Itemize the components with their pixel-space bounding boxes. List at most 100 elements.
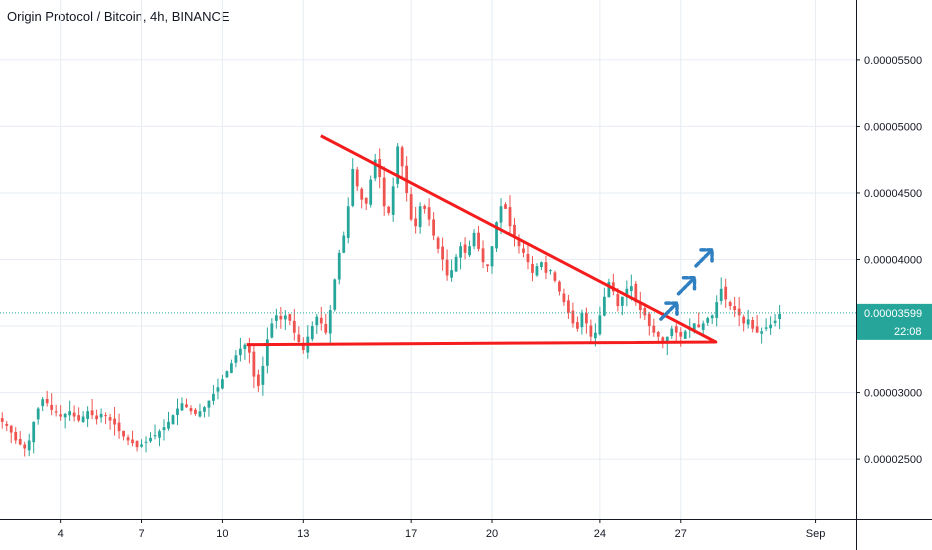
candle-body: [472, 232, 476, 247]
candle-body: [333, 279, 337, 310]
time-tick-label: Sep: [806, 528, 826, 540]
candle-body: [710, 315, 714, 319]
candle-body: [643, 308, 647, 316]
candle-body: [212, 393, 215, 401]
candle-body: [778, 314, 782, 320]
candle-body: [396, 146, 400, 184]
candle-body: [544, 262, 548, 273]
candle-body: [773, 320, 777, 324]
candle-body: [427, 207, 431, 220]
candle-body: [674, 326, 678, 333]
price-tick-label: 0.00004500: [864, 188, 922, 200]
candle-body: [490, 246, 494, 267]
candle-body: [337, 252, 341, 280]
candle-body: [616, 293, 620, 307]
candle-body: [607, 282, 611, 298]
candle-body: [679, 331, 683, 337]
price-tick-label: 0.00002500: [864, 454, 922, 466]
candle-body: [351, 169, 355, 206]
candle-body: [149, 437, 152, 442]
candle-body: [540, 262, 543, 268]
candle-body: [297, 334, 301, 343]
price-tick-label: 0.00004000: [864, 255, 922, 267]
candle-body: [342, 235, 346, 253]
time-tick-label: 10: [216, 528, 228, 540]
candle-body: [769, 324, 773, 329]
candle-body: [737, 308, 741, 316]
candle-body: [346, 206, 350, 238]
candle-body: [158, 431, 161, 438]
candle-body: [355, 169, 359, 187]
time-tick-label: 17: [405, 528, 417, 540]
candle-body: [571, 310, 575, 324]
candle-body: [14, 432, 18, 441]
candle-body: [549, 270, 552, 272]
candle-body: [468, 246, 471, 256]
candle-body: [9, 425, 13, 433]
candle-body: [225, 371, 229, 378]
breakout-arrow: [676, 276, 697, 296]
candle-body: [59, 414, 63, 417]
breakout-arrow: [659, 301, 679, 321]
candle-body: [99, 413, 103, 418]
candle-body: [535, 266, 539, 276]
candle-body: [122, 430, 125, 437]
candle-body: [207, 400, 211, 408]
candle-body: [198, 411, 202, 417]
candle-body: [625, 288, 629, 298]
candle-body: [652, 325, 656, 333]
candle-body: [481, 248, 485, 263]
candle-body: [391, 186, 395, 215]
candle-body: [108, 417, 112, 421]
candle-body: [382, 177, 386, 207]
candle-body: [517, 238, 521, 247]
candle-body: [256, 374, 260, 386]
candle-body: [301, 343, 305, 350]
candle-body: [140, 444, 143, 447]
last-price-tag: [857, 303, 932, 340]
price-tick-label: 0.00003000: [864, 388, 922, 400]
candle-body: [63, 413, 67, 418]
candle-body: [755, 326, 759, 333]
candles: [0, 143, 782, 457]
candle-body: [724, 286, 728, 300]
candle-body: [23, 444, 27, 449]
candle-body: [113, 418, 116, 425]
candle-body: [450, 270, 453, 278]
candle-body: [117, 422, 121, 432]
candle-body: [315, 316, 319, 326]
candle-body: [629, 286, 633, 291]
price-tick-label: 0.00005000: [864, 121, 922, 133]
candle-body: [54, 411, 58, 413]
candle-body: [144, 441, 148, 443]
candle-body: [221, 379, 224, 389]
candle-body: [593, 332, 597, 339]
candle-body: [194, 409, 197, 414]
candle-body: [81, 416, 85, 422]
candle-body: [580, 312, 584, 328]
candle-countdown-label: 22:08: [894, 326, 922, 338]
candle-body: [270, 323, 274, 338]
time-tick-label: 20: [486, 528, 498, 540]
chart-title: Origin Protocol / Bitcoin, 4h, BINANCE: [7, 9, 230, 24]
candle-body: [400, 147, 404, 167]
candle-body: [567, 300, 570, 313]
breakout-arrow: [694, 248, 714, 268]
candle-body: [265, 339, 269, 366]
drawings: [0, 134, 856, 347]
candle-body: [167, 421, 170, 429]
candle-body: [153, 435, 157, 437]
candle-body: [477, 232, 480, 249]
candle-body: [72, 412, 76, 417]
candle-body: [656, 331, 660, 337]
candle-body: [764, 327, 768, 329]
candle-body: [576, 322, 579, 329]
candle-body: [513, 224, 516, 236]
descending-triangle: [246, 134, 718, 347]
candle-body: [171, 415, 175, 425]
price-tick-label: 0.00005500: [864, 55, 922, 67]
candle-body: [584, 313, 588, 324]
candle-body: [180, 403, 184, 411]
candle-body: [701, 323, 705, 330]
